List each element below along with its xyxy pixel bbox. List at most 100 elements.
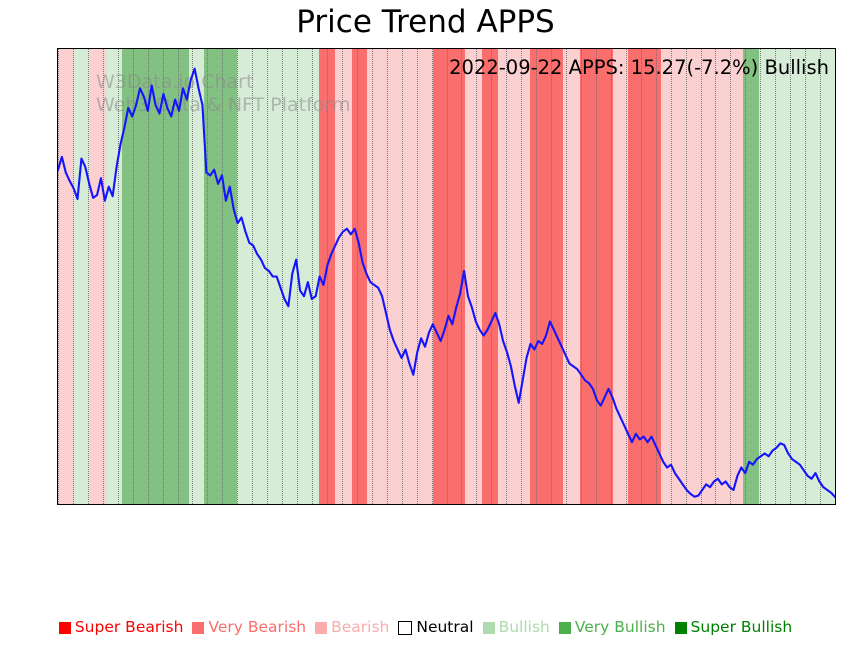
x-tick-mark bbox=[163, 504, 164, 505]
sentiment-band bbox=[334, 49, 352, 504]
gridline-vertical bbox=[162, 49, 164, 504]
sentiment-band bbox=[645, 49, 661, 504]
x-tick-mark bbox=[207, 504, 208, 505]
x-tick-mark bbox=[641, 504, 642, 505]
y-tick-mark bbox=[57, 357, 58, 358]
x-tick-mark bbox=[73, 504, 74, 505]
gridline-vertical bbox=[715, 49, 717, 504]
sentiment-band bbox=[530, 49, 548, 504]
legend-item[interactable]: Very Bullish bbox=[558, 619, 666, 636]
gridline-vertical bbox=[72, 49, 74, 504]
gridline-vertical bbox=[685, 49, 687, 504]
gridline-vertical bbox=[117, 49, 119, 504]
gridline-vertical bbox=[252, 49, 254, 504]
x-tick-mark bbox=[491, 504, 492, 505]
x-tick-mark bbox=[342, 504, 343, 505]
sentiment-band bbox=[791, 49, 809, 504]
gridline-vertical bbox=[312, 49, 314, 504]
gridline-vertical bbox=[341, 49, 343, 504]
gridline-vertical bbox=[595, 49, 597, 504]
x-tick-mark bbox=[656, 504, 657, 505]
gridline-vertical bbox=[610, 49, 612, 504]
gridline-vertical bbox=[625, 49, 627, 504]
x-tick-mark bbox=[596, 504, 597, 505]
x-tick-mark bbox=[820, 504, 821, 505]
x-tick-mark bbox=[402, 504, 403, 505]
x-tick-mark bbox=[103, 504, 104, 505]
sentiment-band bbox=[384, 49, 400, 504]
gridline-layer bbox=[58, 49, 835, 504]
x-tick-mark bbox=[805, 504, 806, 505]
x-tick-mark bbox=[267, 504, 268, 505]
x-tick-mark bbox=[178, 504, 179, 505]
gridline-vertical bbox=[267, 49, 269, 504]
sentiment-band bbox=[89, 49, 107, 504]
sentiment-band bbox=[482, 49, 498, 504]
gridline-vertical bbox=[222, 49, 224, 504]
y-tick-mark bbox=[57, 77, 58, 78]
x-tick-mark bbox=[521, 504, 522, 505]
x-tick-mark bbox=[312, 504, 313, 505]
sentiment-band bbox=[775, 49, 792, 504]
legend-label: Super Bullish bbox=[690, 618, 793, 636]
sentiment-band bbox=[710, 49, 727, 504]
price-line-layer bbox=[58, 49, 835, 504]
legend-item[interactable]: Bearish bbox=[315, 618, 390, 636]
x-tick-mark bbox=[222, 504, 223, 505]
x-tick-mark bbox=[237, 504, 238, 505]
legend-label: Bearish bbox=[331, 618, 390, 636]
x-tick-mark bbox=[192, 504, 193, 505]
y-tick-mark bbox=[57, 470, 58, 471]
sentiment-band bbox=[660, 49, 679, 504]
legend-item[interactable]: Very Bearish bbox=[192, 619, 306, 636]
gridline-vertical bbox=[207, 49, 209, 504]
sentiment-band bbox=[221, 49, 237, 504]
x-tick-mark bbox=[775, 504, 776, 505]
y-tick-mark bbox=[57, 133, 58, 134]
sentiment-band bbox=[172, 49, 189, 504]
x-tick-mark bbox=[357, 504, 358, 505]
y-tick-mark bbox=[57, 301, 58, 302]
sentiment-band-layer bbox=[58, 49, 835, 504]
legend-swatch bbox=[315, 621, 328, 634]
x-tick-mark bbox=[148, 504, 149, 505]
x-tick-mark bbox=[118, 504, 119, 505]
gridline-vertical bbox=[536, 49, 538, 504]
x-tick-mark bbox=[790, 504, 791, 505]
gridline-vertical bbox=[805, 49, 807, 504]
legend-item[interactable]: Super Bearish bbox=[58, 618, 184, 636]
x-tick-mark bbox=[461, 504, 462, 505]
price-line-svg bbox=[58, 67, 835, 498]
legend-swatch bbox=[398, 620, 413, 635]
gridline-vertical bbox=[446, 49, 448, 504]
gridline-vertical bbox=[835, 49, 836, 504]
sentiment-band bbox=[188, 49, 205, 504]
gridline-vertical bbox=[476, 49, 478, 504]
plot-area[interactable]: W3Data.io Chart Web3 Data & NFT Platform… bbox=[57, 48, 836, 505]
x-tick-mark bbox=[536, 504, 537, 505]
gridline-vertical bbox=[551, 49, 553, 504]
sentiment-band bbox=[155, 49, 173, 504]
gridline-vertical bbox=[431, 49, 433, 504]
x-tick-mark bbox=[715, 504, 716, 505]
legend-label: Super Bearish bbox=[74, 618, 184, 636]
x-tick-mark bbox=[327, 504, 328, 505]
price-line bbox=[58, 67, 835, 498]
legend-item[interactable]: Bullish bbox=[482, 619, 550, 636]
gridline-vertical bbox=[282, 49, 284, 504]
x-tick-mark bbox=[447, 504, 448, 505]
sentiment-band bbox=[73, 49, 90, 504]
gridline-vertical bbox=[401, 49, 403, 504]
sentiment-band bbox=[416, 49, 433, 504]
legend-item[interactable]: Neutral bbox=[398, 619, 474, 636]
gridline-vertical bbox=[640, 49, 642, 504]
legend-item[interactable]: Super Bullish bbox=[674, 618, 793, 636]
gridline-vertical bbox=[386, 49, 388, 504]
sentiment-band bbox=[563, 49, 581, 504]
gridline-vertical bbox=[820, 49, 822, 504]
x-tick-mark bbox=[671, 504, 672, 505]
sentiment-band bbox=[432, 49, 450, 504]
x-tick-mark bbox=[297, 504, 298, 505]
x-tick-mark bbox=[835, 504, 836, 505]
x-tick-mark bbox=[282, 504, 283, 505]
